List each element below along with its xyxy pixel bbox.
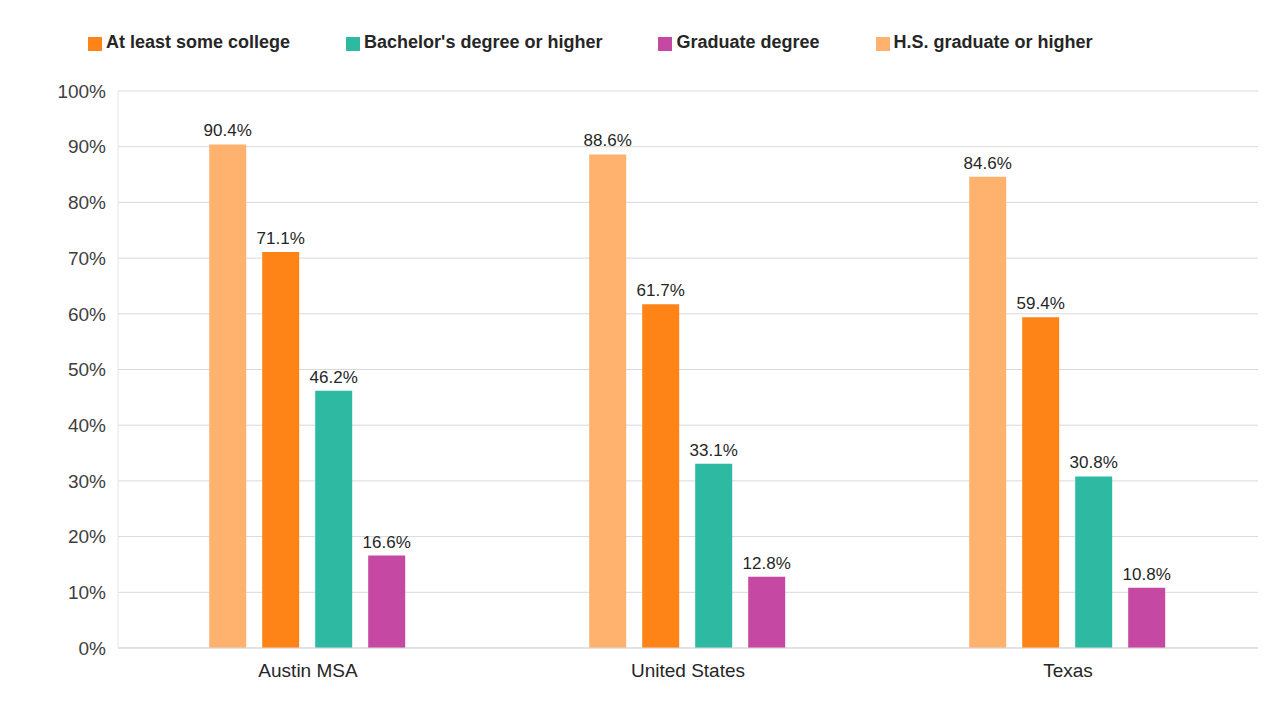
svg-text:Austin MSA: Austin MSA — [258, 660, 358, 681]
svg-text:88.6%: 88.6% — [584, 131, 632, 150]
svg-text:61.7%: 61.7% — [637, 281, 685, 300]
svg-text:59.4%: 59.4% — [1017, 294, 1065, 313]
svg-text:Texas: Texas — [1043, 660, 1093, 681]
svg-text:80%: 80% — [68, 192, 106, 213]
svg-text:33.1%: 33.1% — [690, 441, 738, 460]
svg-text:100%: 100% — [57, 81, 106, 102]
html-text:Bachelor's degree or higher: Bachelor's degree or higher — [364, 32, 603, 52]
svg-text:10%: 10% — [68, 582, 106, 603]
svg-text:30.8%: 30.8% — [1070, 453, 1118, 472]
svg-text:20%: 20% — [68, 526, 106, 547]
svg-text:60%: 60% — [68, 304, 106, 325]
html-text:Graduate degree: Graduate degree — [676, 32, 820, 52]
svg-text:70%: 70% — [68, 248, 106, 269]
html-text:At least some college: At least some college — [106, 32, 291, 52]
svg-text:46.2%: 46.2% — [310, 368, 358, 387]
svg-text:30%: 30% — [68, 471, 106, 492]
svg-text:40%: 40% — [68, 415, 106, 436]
svg-text:12.8%: 12.8% — [743, 554, 791, 573]
svg-text:84.6%: 84.6% — [964, 154, 1012, 173]
svg-text:0%: 0% — [79, 638, 107, 659]
svg-text:United States: United States — [631, 660, 745, 681]
svg-text:16.6%: 16.6% — [363, 533, 411, 552]
svg-text:90%: 90% — [68, 136, 106, 157]
svg-text:90.4%: 90.4% — [204, 121, 252, 140]
svg-text:10.8%: 10.8% — [1123, 565, 1171, 584]
html-text:H.S. graduate or higher: H.S. graduate or higher — [893, 32, 1093, 52]
svg-text:71.1%: 71.1% — [257, 229, 305, 248]
svg-text:50%: 50% — [68, 359, 106, 380]
